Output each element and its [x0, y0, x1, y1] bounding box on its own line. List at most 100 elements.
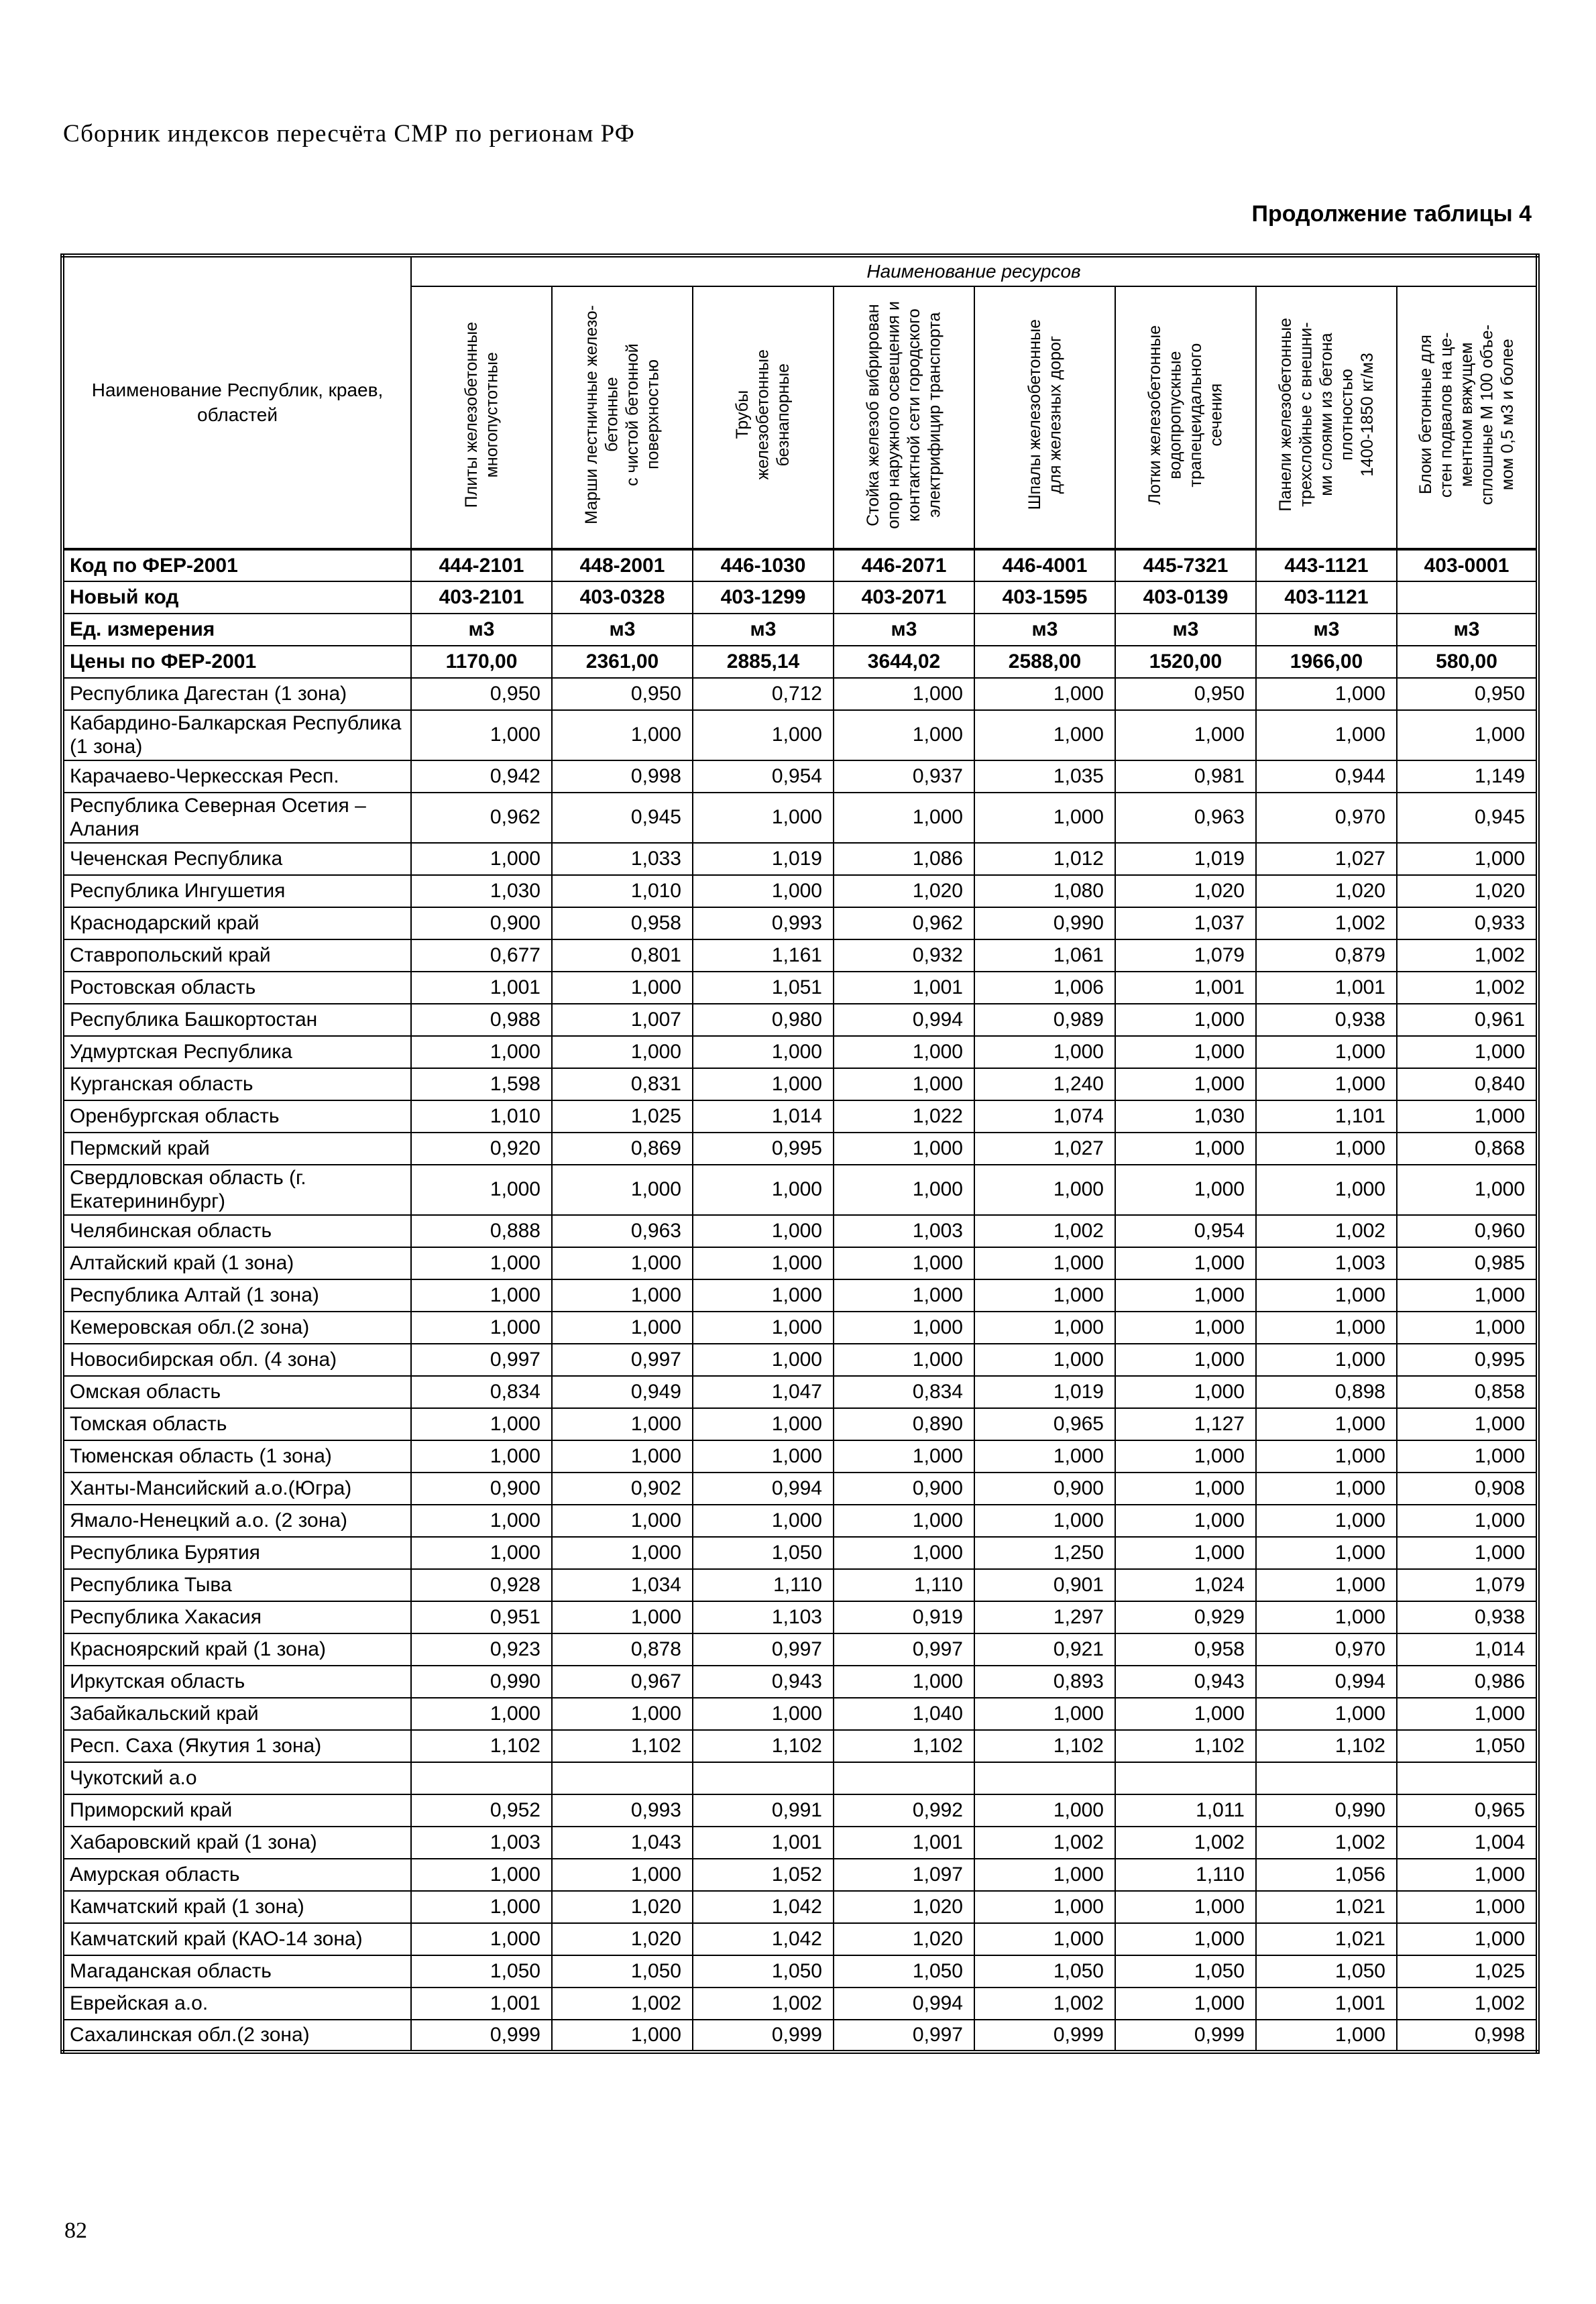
- index-value: 1,019: [692, 842, 834, 876]
- index-value: 1,102: [974, 1729, 1116, 1763]
- index-value: 0,961: [1395, 1003, 1539, 1037]
- table-row: Чукотский а.о: [62, 1762, 1539, 1795]
- table-row: Республика Северная Осетия – Алания 0,962…: [62, 792, 1539, 844]
- meta-value: 2588,00: [974, 645, 1116, 679]
- index-value: 1,000: [974, 1311, 1116, 1344]
- index-value: 1,000: [692, 1164, 834, 1216]
- table-row: Кемеровская обл.(2 зона) 1,000 1,000 1,000 1…: [62, 1311, 1539, 1344]
- index-value: 0,952: [410, 1794, 553, 1827]
- index-value: [974, 1762, 1116, 1795]
- index-value: 1,110: [692, 1568, 834, 1602]
- index-value: 0,950: [551, 677, 693, 711]
- index-value: 1,000: [1255, 1407, 1398, 1441]
- index-value: 1,004: [1395, 1826, 1539, 1859]
- index-value: 1,010: [410, 1100, 553, 1133]
- index-value: 1,050: [410, 1955, 553, 1988]
- meta-value: 403-1299: [692, 581, 834, 614]
- index-value: 1,020: [833, 1890, 975, 1924]
- index-value: 1,079: [1395, 1568, 1539, 1602]
- index-value: 1,000: [974, 1440, 1116, 1473]
- index-value: 1,000: [1115, 1375, 1257, 1409]
- region-name: Магаданская область: [62, 1955, 412, 1988]
- index-value: 1,020: [833, 874, 975, 908]
- resource-column-header: Стойка железоб вибрирован опор наружного…: [833, 286, 975, 550]
- index-value: 1,000: [833, 1343, 975, 1377]
- index-value: 1,056: [1255, 1858, 1398, 1892]
- region-name: Пермский край: [62, 1132, 412, 1165]
- meta-value: 403-2071: [833, 581, 975, 614]
- index-value: 0,834: [833, 1375, 975, 1409]
- index-value: 1,002: [974, 1214, 1116, 1248]
- index-value: 1,020: [1255, 874, 1398, 908]
- meta-value: м3: [974, 613, 1116, 646]
- region-name: Чеченская Республика: [62, 842, 412, 876]
- meta-value: 1966,00: [1255, 645, 1398, 679]
- index-value: 1,000: [410, 1279, 553, 1312]
- table-row: Еврейская а.о. 1,001 1,002 1,002 0,994 1,002 1…: [62, 1987, 1539, 2020]
- index-value: 1,025: [551, 1100, 693, 1133]
- index-value: 1,000: [1255, 1311, 1398, 1344]
- index-value: 1,027: [1255, 842, 1398, 876]
- index-value: 1,000: [551, 1279, 693, 1312]
- index-value: 1,000: [692, 1279, 834, 1312]
- page-number: 82: [64, 2218, 87, 2243]
- index-value: 1,002: [1255, 907, 1398, 940]
- index-value: 0,970: [1255, 1633, 1398, 1666]
- index-value: 0,954: [692, 760, 834, 793]
- index-value: 1,110: [1115, 1858, 1257, 1892]
- index-value: 1,000: [833, 1035, 975, 1069]
- table-row: Томская область 1,000 1,000 1,000 0,890 0,965…: [62, 1407, 1539, 1441]
- index-value: 1,001: [410, 971, 553, 1004]
- index-value: 0,994: [833, 1003, 975, 1037]
- index-value: 1,000: [1395, 842, 1539, 876]
- region-name: Республика Алтай (1 зона): [62, 1279, 412, 1312]
- index-value: 1,000: [1255, 1472, 1398, 1505]
- region-name: Ростовская область: [62, 971, 412, 1004]
- index-value: 1,000: [1395, 1164, 1539, 1216]
- region-name: Краснодарский край: [62, 907, 412, 940]
- index-value: 0,858: [1395, 1375, 1539, 1409]
- index-value: 1,000: [692, 874, 834, 908]
- table-row: Удмуртская Республика 1,000 1,000 1,000 1,00…: [62, 1035, 1539, 1069]
- index-value: 0,994: [1255, 1665, 1398, 1698]
- index-value: 1,003: [1255, 1247, 1398, 1280]
- index-value: 1,019: [1115, 842, 1257, 876]
- index-value: 1,240: [974, 1068, 1116, 1101]
- resource-column-header: Панели железобетонные трехслойные с внеш…: [1255, 286, 1398, 550]
- index-value: 1,030: [1115, 1100, 1257, 1133]
- index-value: 1,000: [410, 1164, 553, 1216]
- index-value: 0,869: [551, 1132, 693, 1165]
- table-row: Камчатский край (1 зона) 1,000 1,020 1,042 1…: [62, 1890, 1539, 1924]
- index-value: 0,902: [551, 1472, 693, 1505]
- meta-value: 1170,00: [410, 645, 553, 679]
- document-title: Сборник индексов пересчёта СМР по регион…: [63, 120, 635, 148]
- table-row: Тюменская область (1 зона) 1,000 1,000 1,00…: [62, 1440, 1539, 1473]
- index-value: 1,000: [410, 1504, 553, 1538]
- index-value: 0,900: [410, 907, 553, 940]
- index-value: 1,000: [1255, 1697, 1398, 1731]
- index-value: 0,879: [1255, 939, 1398, 972]
- region-name: Хабаровский край (1 зона): [62, 1826, 412, 1859]
- table-row: Хабаровский край (1 зона) 1,003 1,043 1,001…: [62, 1826, 1539, 1859]
- index-value: 0,995: [692, 1132, 834, 1165]
- index-value: 1,000: [1255, 1068, 1398, 1101]
- meta-value: 446-2071: [833, 548, 975, 582]
- index-value: 0,920: [410, 1132, 553, 1165]
- index-value: 1,000: [1255, 1536, 1398, 1570]
- region-name: Оренбургская область: [62, 1100, 412, 1133]
- index-value: 1,000: [692, 1440, 834, 1473]
- index-value: [1255, 1762, 1398, 1795]
- index-value: 1,000: [833, 1311, 975, 1344]
- index-value: 0,712: [692, 677, 834, 711]
- index-value: 1,001: [833, 971, 975, 1004]
- index-value: 1,000: [1395, 1536, 1539, 1570]
- index-value: 0,993: [551, 1794, 693, 1827]
- index-value: 1,598: [410, 1068, 553, 1101]
- index-value: 0,929: [1115, 1601, 1257, 1634]
- table-row: Республика Алтай (1 зона) 1,000 1,000 1,000…: [62, 1279, 1539, 1312]
- index-value: 1,000: [410, 842, 553, 876]
- index-value: 1,012: [974, 842, 1116, 876]
- index-value: 1,000: [692, 1311, 834, 1344]
- index-value: 1,000: [1115, 1279, 1257, 1312]
